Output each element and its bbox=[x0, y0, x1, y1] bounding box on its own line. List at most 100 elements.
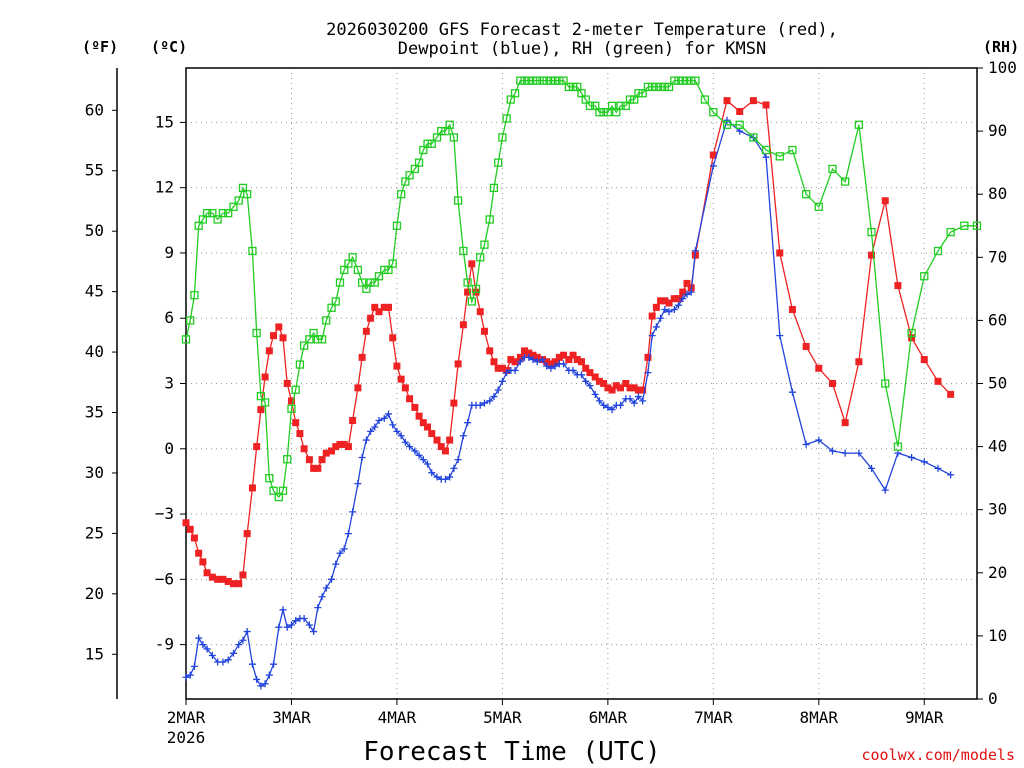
rh-point bbox=[960, 221, 969, 230]
dewpoint-point bbox=[384, 410, 392, 418]
dewpoint-point bbox=[336, 549, 344, 557]
rh-point bbox=[213, 215, 222, 224]
rh-point bbox=[625, 95, 635, 104]
temperature-point bbox=[586, 369, 594, 377]
dewpoint-point bbox=[275, 623, 283, 631]
rh-tick-label: 40 bbox=[988, 437, 1007, 456]
rh-point bbox=[607, 101, 617, 111]
rh-point bbox=[252, 328, 261, 338]
rh-point bbox=[423, 139, 432, 148]
temperature-point bbox=[648, 312, 656, 320]
rh-point bbox=[283, 455, 292, 464]
dewpoint-point bbox=[248, 660, 256, 668]
fahrenheit-tick-label: 25 bbox=[85, 523, 104, 542]
dewpoint-point bbox=[617, 401, 625, 409]
rh-point bbox=[528, 76, 538, 85]
dewpoint-point bbox=[279, 606, 287, 614]
rh-point bbox=[691, 76, 700, 85]
temperature-point bbox=[199, 558, 207, 566]
rh-point bbox=[674, 76, 683, 85]
temperature-point bbox=[661, 297, 669, 305]
dewpoint-point bbox=[371, 423, 379, 431]
temperature-point bbox=[494, 364, 502, 372]
rh-point bbox=[427, 139, 436, 148]
temperature-point bbox=[511, 358, 519, 366]
rh-point bbox=[202, 208, 212, 218]
dewpoint-point bbox=[630, 399, 638, 407]
dewpoint-point bbox=[776, 332, 784, 340]
celsius-tick-label: 3 bbox=[164, 374, 174, 393]
rh-point bbox=[638, 89, 647, 98]
dewpoint-point bbox=[582, 377, 590, 385]
temperature-point bbox=[224, 578, 232, 586]
rh-point bbox=[581, 95, 590, 104]
temperature-point bbox=[450, 399, 458, 407]
rh-point bbox=[498, 133, 507, 142]
dewpoint-point bbox=[253, 675, 261, 683]
temperature-point bbox=[683, 279, 691, 287]
dewpoint-point bbox=[679, 295, 687, 303]
dewpoint-point bbox=[411, 447, 419, 455]
temperature-point bbox=[358, 353, 366, 361]
temperature-point bbox=[634, 386, 642, 394]
temperature-point bbox=[433, 436, 441, 444]
rh-point bbox=[194, 221, 203, 230]
rh-point bbox=[867, 227, 876, 237]
rh-point bbox=[603, 108, 613, 117]
temperature-point bbox=[275, 323, 283, 331]
dewpoint-point bbox=[600, 401, 608, 409]
temperature-point bbox=[565, 356, 573, 364]
axis-ticks: 2MAR 3MAR 4MAR 5MAR 6MAR 7MAR 8MAR 9MAR -9 −6 −3 0 3… bbox=[85, 58, 1017, 727]
temperature-point bbox=[214, 575, 222, 583]
rh-point bbox=[788, 145, 797, 155]
dewpoint-point bbox=[424, 460, 432, 468]
celsius-tick-label: -9 bbox=[155, 635, 174, 654]
rh-point bbox=[384, 265, 393, 275]
rh-point bbox=[397, 190, 406, 199]
temperature-point bbox=[578, 358, 585, 366]
dewpoint-point bbox=[560, 360, 568, 368]
rh-point bbox=[648, 82, 657, 92]
celsius-tick-label: 15 bbox=[155, 112, 174, 131]
temperature-point bbox=[490, 358, 498, 366]
rh-tick-label: 70 bbox=[988, 247, 1007, 266]
temperature-point bbox=[401, 384, 409, 392]
rh-point bbox=[459, 246, 468, 256]
rh-point bbox=[972, 221, 982, 230]
x-tick-label: 4MAR bbox=[378, 708, 417, 727]
rh-point bbox=[577, 89, 586, 98]
fahrenheit-tick-label: 15 bbox=[85, 644, 104, 663]
rh-point bbox=[265, 473, 274, 483]
temperature-point bbox=[367, 314, 375, 322]
temperature-point bbox=[397, 375, 405, 383]
rh-point bbox=[299, 341, 309, 350]
temperature-point bbox=[723, 97, 731, 105]
temperature-point bbox=[314, 464, 322, 472]
temperature-point bbox=[855, 358, 863, 366]
temperature-point bbox=[644, 353, 652, 361]
rh-point bbox=[229, 202, 238, 211]
dewpoint-point bbox=[389, 421, 397, 429]
rh-point bbox=[881, 379, 890, 388]
rh-point bbox=[568, 82, 578, 92]
dewpoint-point bbox=[300, 614, 308, 622]
temperature-point bbox=[441, 447, 449, 455]
temperature-point bbox=[617, 384, 625, 392]
temperature-point bbox=[446, 436, 454, 444]
celsius-tick-label: 6 bbox=[164, 308, 174, 327]
dewpoint-point bbox=[652, 323, 660, 331]
dewpoint-point bbox=[454, 456, 462, 464]
temperature-point bbox=[829, 380, 837, 387]
x-tick-label: 7MAR bbox=[694, 708, 733, 727]
temperature-point bbox=[354, 384, 362, 392]
rh-point bbox=[494, 158, 503, 167]
dewpoint-point bbox=[644, 369, 652, 377]
rh-point bbox=[287, 404, 296, 413]
fahrenheit-unit-label: (ºF) bbox=[82, 38, 118, 56]
dewpoint-point bbox=[354, 480, 362, 488]
rh-point bbox=[538, 76, 547, 85]
temperature-point bbox=[406, 395, 414, 403]
temperature-point bbox=[424, 423, 432, 431]
dewpoint-point bbox=[310, 628, 318, 636]
rh-point bbox=[248, 246, 257, 256]
